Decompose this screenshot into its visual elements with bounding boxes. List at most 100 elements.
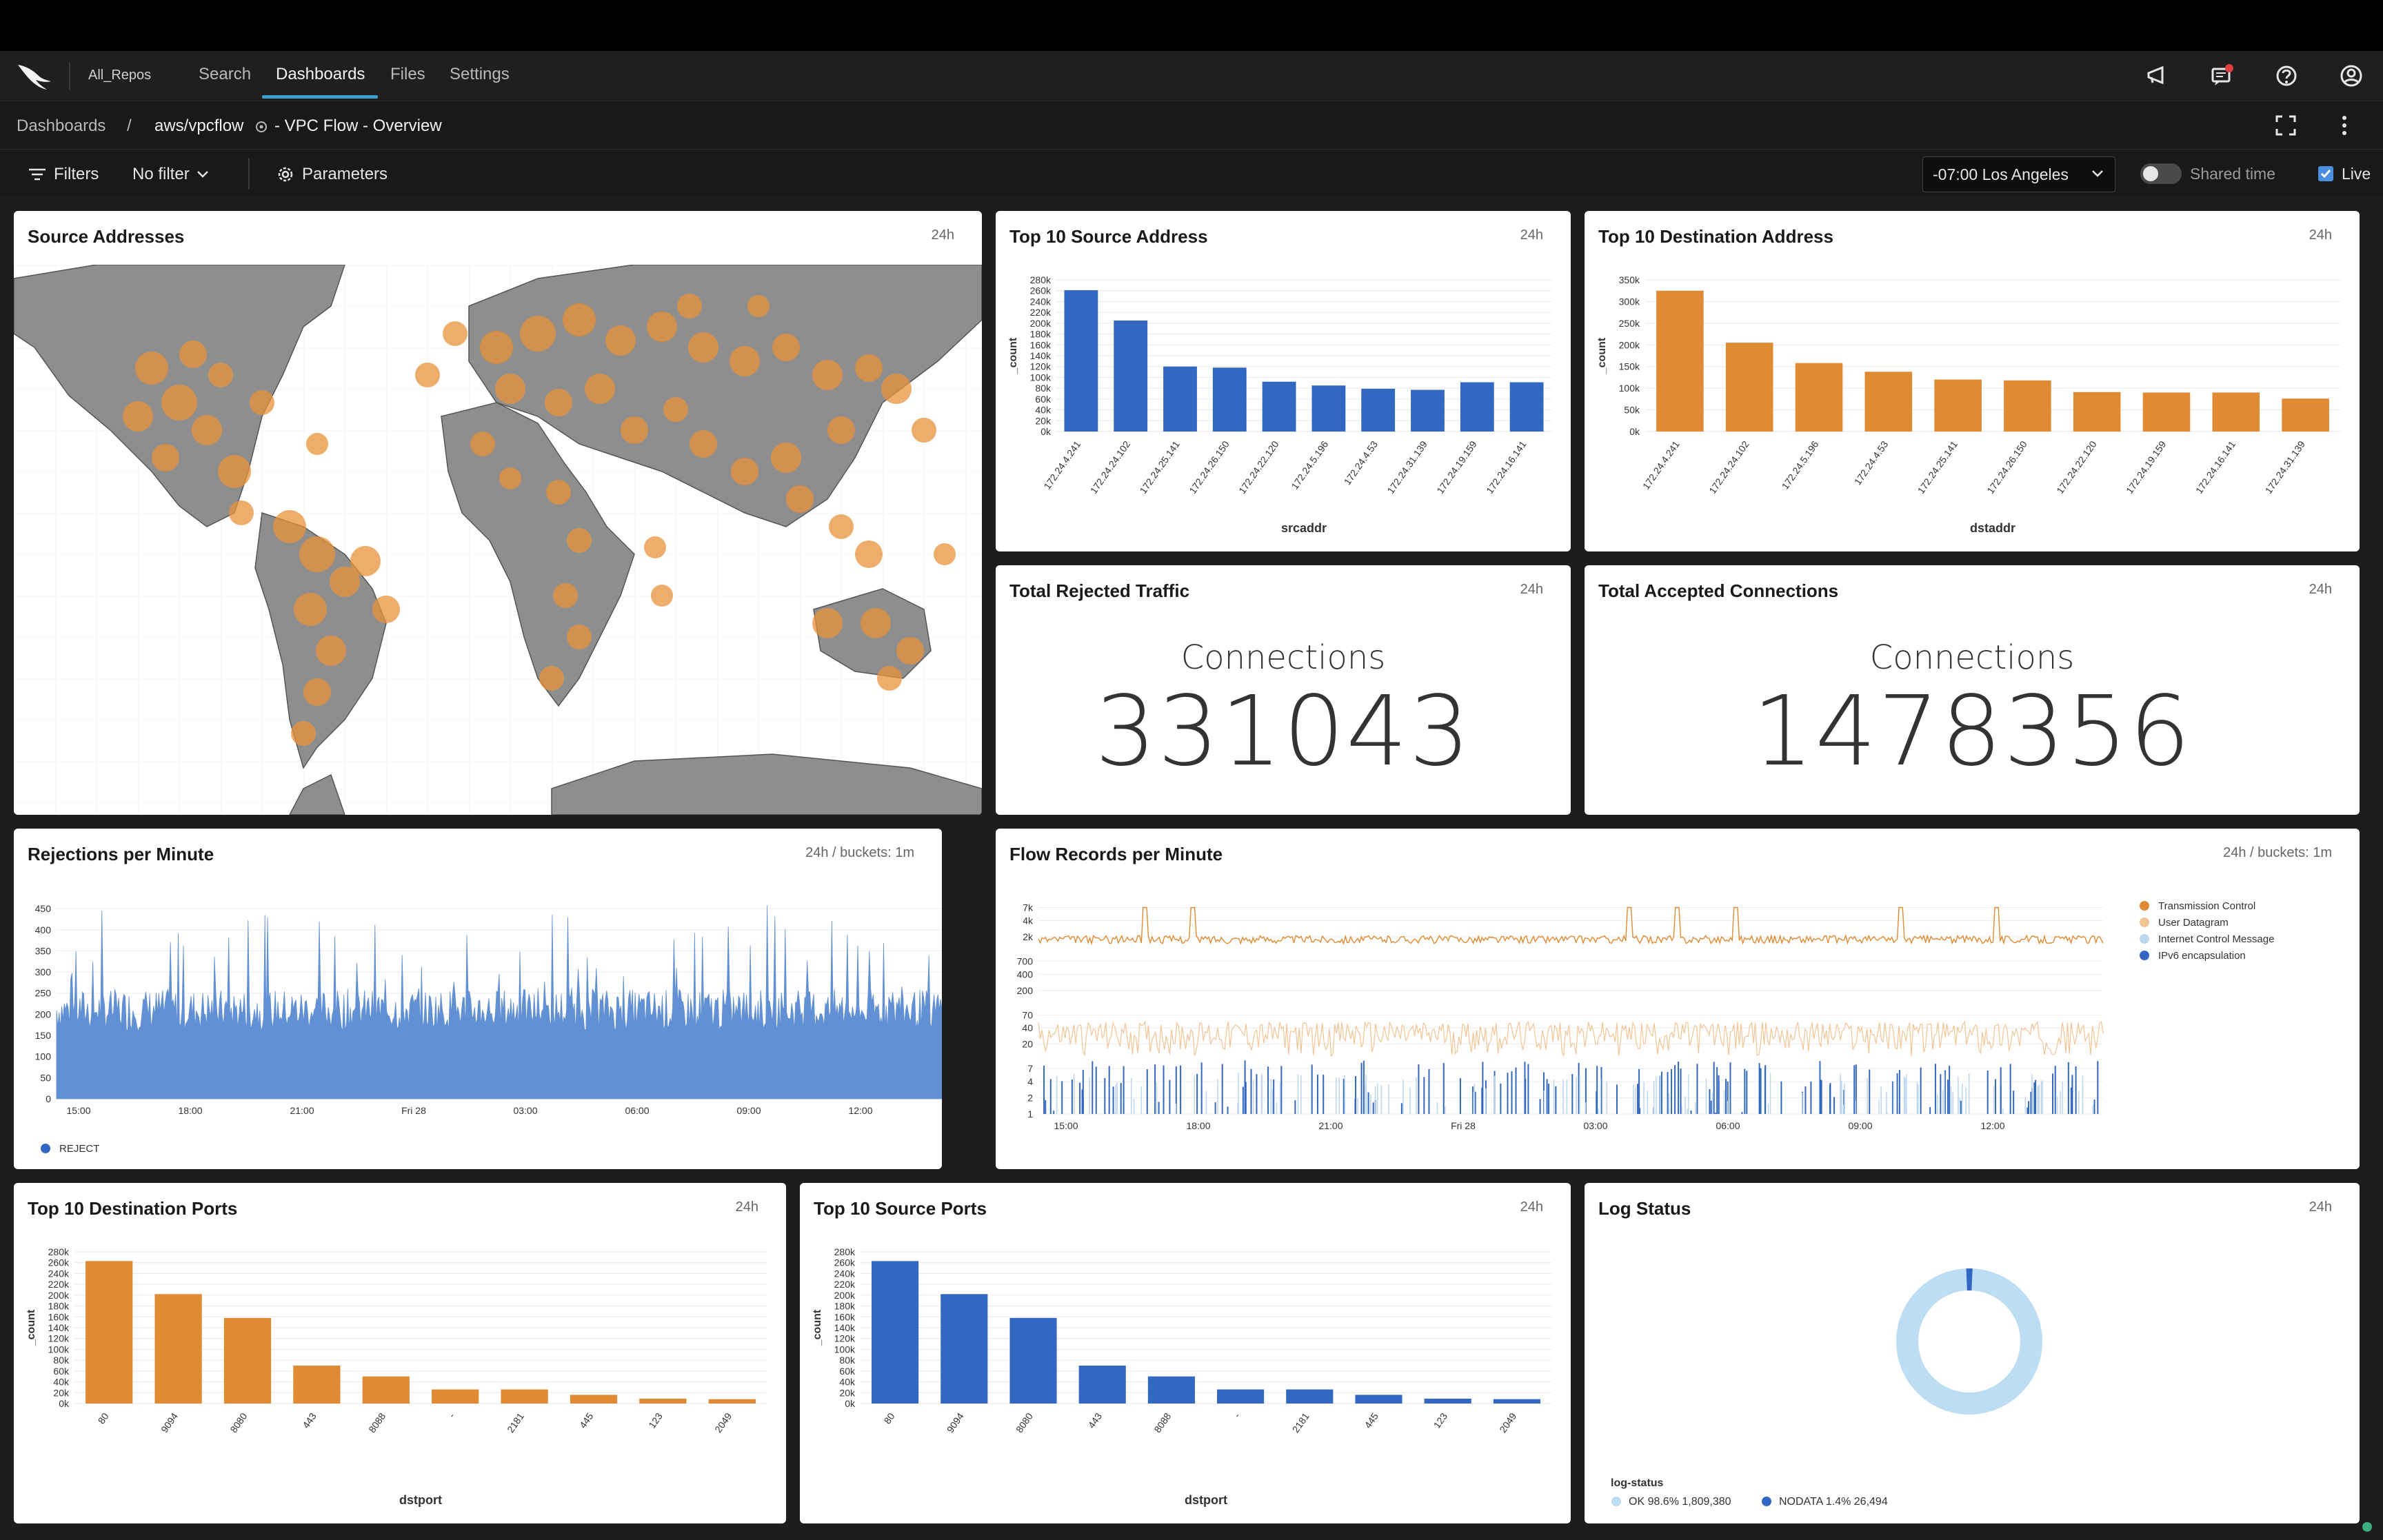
filter-separator xyxy=(248,158,250,190)
breadcrumb-dashboards[interactable]: Dashboards xyxy=(17,116,106,135)
top-destination-address-chart[interactable]: 0k 50k 100k 150k 200k 250k 300k 350k _count 172.2… xyxy=(1585,266,2360,551)
legend-label: User Datagram xyxy=(2158,917,2229,929)
world-map[interactable] xyxy=(14,265,982,815)
panel-total-accepted-connections[interactable]: Total Accepted Connections 24h Connectio… xyxy=(1585,565,2360,815)
top-source-address-chart[interactable]: 0k20k40k60k80k100k120k140k160k180k200k22… xyxy=(996,266,1571,551)
flow-records-chart[interactable]: 1 2 4 7 20 40 70 200 400 700 2k 4k 7k 15:00 18:00 21:00… xyxy=(996,884,2360,1169)
x-tick-label: 172.24.4.241 xyxy=(1041,438,1083,491)
panel-top-source-address[interactable]: Top 10 Source Address 24h 0k 20k 40k 60k 80k… xyxy=(996,211,1571,551)
panel-rejections-per-minute[interactable]: Rejections per Minute 24h / buckets: 1m … xyxy=(14,829,942,1169)
bar xyxy=(86,1261,133,1404)
bar xyxy=(1009,1317,1057,1404)
y-tick-label: 180k xyxy=(1030,329,1052,340)
panel-top-source-ports[interactable]: Top 10 Source Ports 24h 0k 20k 40k 60k 80k 10… xyxy=(800,1183,1571,1523)
parameters-button[interactable]: Parameters xyxy=(276,165,388,184)
y-tick-label: 220k xyxy=(834,1279,856,1290)
falcon-logo-icon[interactable] xyxy=(15,61,54,91)
x-tick-label: 9094 xyxy=(159,1410,180,1435)
nav-dashboards[interactable]: Dashboards xyxy=(276,65,365,83)
bar xyxy=(1163,366,1197,432)
log-status-donut-chart[interactable]: log-status OK 98.6% 1,809,380 NODATA 1.4% … xyxy=(1585,1238,2360,1523)
y-tick-label: 200k xyxy=(1619,339,1640,350)
y-tick-label: 280k xyxy=(1030,274,1052,285)
x-tick-label: 172.24.16.141 xyxy=(2193,438,2238,496)
nav-search[interactable]: Search xyxy=(199,65,252,83)
panel-top-destination-ports[interactable]: Top 10 Destination Ports 24h 0k 20k 40k 60k… xyxy=(14,1183,786,1523)
top-destination-ports-chart[interactable]: 0k20k40k60k80k100k120k140k160k180k200k22… xyxy=(14,1238,786,1523)
x-tick-label: - xyxy=(446,1410,457,1419)
panel-total-rejected-traffic[interactable]: Total Rejected Traffic 24h Connections 3… xyxy=(996,565,1571,815)
x-tick-label: 03:00 xyxy=(1583,1120,1607,1131)
bar xyxy=(1795,363,1843,432)
bar xyxy=(2212,392,2260,432)
bar xyxy=(1509,382,1544,432)
panel-title: Top 10 Destination Ports xyxy=(28,1198,238,1219)
connection-status-indicator xyxy=(2362,1522,2372,1532)
filters-button[interactable]: Filters xyxy=(28,165,99,184)
breadcrumb-separator: / xyxy=(127,116,132,135)
y-tick-label: 60k xyxy=(1035,394,1052,405)
bar xyxy=(1355,1395,1402,1404)
x-tick-label: 9094 xyxy=(945,1410,966,1435)
x-tick-label: 123 xyxy=(646,1410,665,1430)
y-tick-label: 280k xyxy=(48,1246,70,1257)
y-axis-label: _count xyxy=(1007,337,1019,374)
notifications-icon[interactable] xyxy=(2209,63,2234,88)
panel-time-range: 24h xyxy=(2309,582,2332,597)
breadcrumb-repo[interactable]: aws/vpcflow xyxy=(154,116,244,135)
y-tick-label: 240k xyxy=(834,1268,856,1279)
panel-source-addresses[interactable]: Source Addresses 24h xyxy=(14,211,982,815)
repo-selector[interactable]: All_Repos xyxy=(88,68,152,83)
reject-area-series xyxy=(56,905,942,1100)
fullscreen-icon[interactable] xyxy=(2274,114,2297,137)
panel-title: Flow Records per Minute xyxy=(1009,844,1223,864)
active-tab-indicator xyxy=(262,95,378,99)
nav-files[interactable]: Files xyxy=(390,65,425,83)
bar xyxy=(1311,385,1346,432)
legend-label: OK 98.6% 1,809,380 xyxy=(1629,1496,1731,1508)
x-tick-label: 8088 xyxy=(366,1410,388,1435)
shared-time-toggle[interactable] xyxy=(2140,163,2182,184)
panel-time-range: 24h xyxy=(1520,1199,1543,1215)
panel-time-range: 24h xyxy=(1520,227,1543,243)
help-icon[interactable] xyxy=(2274,63,2299,88)
checkmark-icon xyxy=(2320,170,2331,179)
y-tick-label: 60k xyxy=(839,1366,856,1377)
y-tick-label: 120k xyxy=(1030,361,1052,372)
x-tick-label: 172.24.26.150 xyxy=(1187,438,1231,496)
x-tick-label: 172.24.22.120 xyxy=(1236,438,1281,496)
y-tick-label: 300 xyxy=(35,966,52,977)
x-tick-label: 06:00 xyxy=(625,1105,649,1116)
panel-title: Source Addresses xyxy=(28,226,185,247)
live-checkbox[interactable] xyxy=(2318,166,2333,181)
panel-flow-records-per-minute[interactable]: Flow Records per Minute 24h / buckets: 1… xyxy=(996,829,2360,1169)
metric-label: Connections xyxy=(1869,638,2075,677)
top-source-ports-chart[interactable]: 0k20k40k60k80k100k120k140k160k180k200k22… xyxy=(800,1238,1571,1523)
panel-top-destination-address[interactable]: Top 10 Destination Address 24h 0k 50k 100k… xyxy=(1585,211,2360,551)
bar xyxy=(1493,1399,1540,1404)
filter-icon xyxy=(29,168,46,181)
filter-bar: Filters No filter Parameters -07:00 Los … xyxy=(0,149,2383,197)
rejections-per-minute-chart[interactable]: 0 50 100 150 200 250 300 350 400 450 15:00 18:00 21:… xyxy=(14,884,942,1169)
panel-title: Total Rejected Traffic xyxy=(1009,580,1190,601)
y-tick-label: 80k xyxy=(1035,383,1052,394)
timezone-select[interactable]: -07:00 Los Angeles xyxy=(1922,156,2115,192)
y-tick-label: 2 xyxy=(1027,1093,1033,1104)
user-account-icon[interactable] xyxy=(2339,63,2364,88)
repo-settings-icon[interactable] xyxy=(254,119,269,134)
bar xyxy=(708,1399,756,1404)
y-tick-label: 40k xyxy=(53,1377,70,1388)
bar xyxy=(154,1294,202,1404)
panel-log-status[interactable]: Log Status 24h log-status OK 98.6% 1,809,… xyxy=(1585,1183,2360,1523)
legend-swatch xyxy=(2140,918,2149,927)
donut-slice-ok xyxy=(1896,1268,2042,1415)
bar xyxy=(1934,379,1982,432)
x-tick-label: 18:00 xyxy=(178,1105,202,1116)
more-options-icon[interactable] xyxy=(2337,114,2351,137)
nav-settings[interactable]: Settings xyxy=(450,65,510,83)
filter-dropdown[interactable]: No filter xyxy=(132,165,209,184)
y-tick-label: 100 xyxy=(35,1051,52,1062)
bar xyxy=(941,1294,988,1404)
announcement-icon[interactable] xyxy=(2144,63,2169,88)
panel-time-range: 24h xyxy=(735,1199,758,1215)
